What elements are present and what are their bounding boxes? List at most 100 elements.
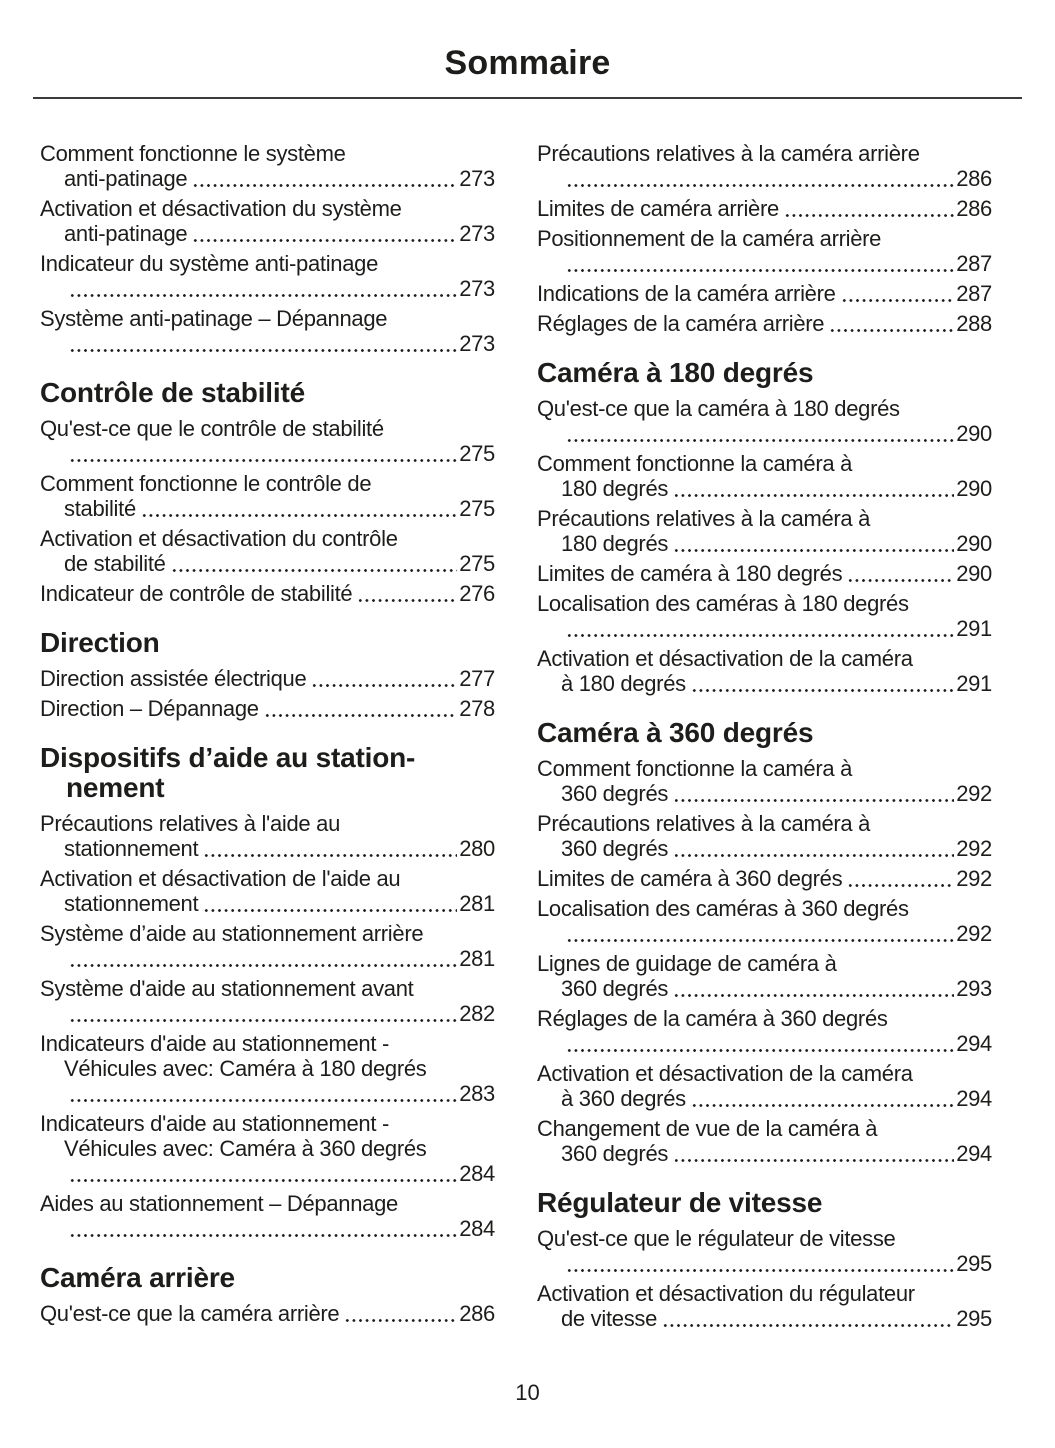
- entry-line: Limites de caméra à 360 degrés 292: [537, 866, 992, 891]
- toc-entry[interactable]: Comment fonctionne la caméra à 180 degrés…: [537, 451, 992, 501]
- toc-section: Caméra à 180 degrés Qu'est-ce que la camé…: [537, 358, 992, 696]
- toc-entry[interactable]: Localisation des caméras à 360 degrés 292: [537, 896, 992, 946]
- toc-section: Comment fonctionne le système anti-patina…: [40, 141, 495, 356]
- dot-leader: [847, 577, 955, 586]
- toc-entry[interactable]: Activation et désactivation du régulateu…: [537, 1281, 992, 1331]
- toc-entry[interactable]: Positionnement de la caméra arrière 287: [537, 226, 992, 276]
- toc-entry[interactable]: Activation et désactivation de la caméra…: [537, 646, 992, 696]
- entry-text: Réglages de la caméra arrière: [537, 311, 825, 336]
- toc-entry[interactable]: Limites de caméra arrière 286: [537, 196, 992, 221]
- toc-entry[interactable]: Indicateurs d'aide au stationnement - Véh…: [40, 1111, 495, 1186]
- title-divider: [33, 97, 1022, 99]
- entry-line: anti-patinage 273: [40, 221, 495, 246]
- toc-entry[interactable]: Précautions relatives à la caméra à 180 d…: [537, 506, 992, 556]
- dot-leader: [847, 882, 955, 891]
- toc-entry[interactable]: Qu'est-ce que le régulateur de vitesse 29…: [537, 1226, 992, 1276]
- toc-entry[interactable]: Activation et désactivation de la caméra…: [537, 1061, 992, 1111]
- entry-line: 273: [40, 331, 495, 356]
- toc-entry[interactable]: Précautions relatives à la caméra à 360 d…: [537, 811, 992, 861]
- entry-line: Indicateurs d'aide au stationnement -: [40, 1111, 495, 1136]
- entry-page-number: 291: [956, 671, 992, 696]
- toc-entry[interactable]: Comment fonctionne le contrôle de stabili…: [40, 471, 495, 521]
- entry-text: Activation et désactivation de la caméra: [537, 1061, 913, 1086]
- toc-entry[interactable]: Indications de la caméra arrière 287: [537, 281, 992, 306]
- toc-entry[interactable]: Direction – Dépannage 278: [40, 696, 495, 721]
- entry-page-number: 295: [956, 1306, 992, 1331]
- entry-line: Activation et désactivation de la caméra: [537, 1061, 992, 1086]
- entry-line: Limites de caméra arrière 286: [537, 196, 992, 221]
- toc-entry[interactable]: Indicateurs d'aide au stationnement - Véh…: [40, 1031, 495, 1106]
- toc-entry[interactable]: Changement de vue de la caméra à 360 degr…: [537, 1116, 992, 1166]
- entry-page-number: 292: [956, 781, 992, 806]
- entry-line: 275: [40, 441, 495, 466]
- toc-entry[interactable]: Qu'est-ce que le contrôle de stabilité 27…: [40, 416, 495, 466]
- entry-text: Indicateur de contrôle de stabilité: [40, 581, 353, 606]
- entry-line: Comment fonctionne la caméra à: [537, 756, 992, 781]
- toc-entry[interactable]: Limites de caméra à 180 degrés 290: [537, 561, 992, 586]
- page-title: Sommaire: [444, 44, 611, 82]
- entry-text: à 180 degrés: [561, 671, 686, 696]
- entry-line: Qu'est-ce que la caméra arrière 286: [40, 1301, 495, 1326]
- toc-entry[interactable]: Activation et désactivation du système an…: [40, 196, 495, 246]
- entry-line: stabilité 275: [40, 496, 495, 521]
- toc-entry[interactable]: Qu'est-ce que la caméra à 180 degrés 290: [537, 396, 992, 446]
- entry-line: de stabilité 275: [40, 551, 495, 576]
- entry-page-number: 284: [459, 1216, 495, 1241]
- dot-leader: [566, 267, 955, 276]
- entry-page-number: 273: [459, 331, 495, 356]
- toc-entry[interactable]: Système d'aide au stationnement avant 282: [40, 976, 495, 1026]
- toc-entry[interactable]: Système d’aide au stationnement arrière 2…: [40, 921, 495, 971]
- toc-entry[interactable]: Comment fonctionne le système anti-patina…: [40, 141, 495, 191]
- dot-leader: [263, 712, 458, 721]
- toc-column-right: Précautions relatives à la caméra arrièr…: [537, 141, 992, 1336]
- entry-line: Précautions relatives à l'aide au: [40, 811, 495, 836]
- toc-entry[interactable]: Qu'est-ce que la caméra arrière 286: [40, 1301, 495, 1326]
- dot-leader: [673, 992, 955, 1001]
- toc-entry[interactable]: Réglages de la caméra à 360 degrés 294: [537, 1006, 992, 1056]
- entry-line: Localisation des caméras à 360 degrés: [537, 896, 992, 921]
- entry-text: Comment fonctionne le contrôle de: [40, 471, 372, 496]
- toc-entry[interactable]: Localisation des caméras à 180 degrés 291: [537, 591, 992, 641]
- entry-text: Véhicules avec: Caméra à 180 degrés: [64, 1056, 427, 1081]
- entry-line: anti-patinage 273: [40, 166, 495, 191]
- toc-entry[interactable]: Précautions relatives à la caméra arrièr…: [537, 141, 992, 191]
- toc-entry[interactable]: Limites de caméra à 360 degrés 292: [537, 866, 992, 891]
- entry-page-number: 290: [956, 476, 992, 501]
- section-heading: Régulateur de vitesse: [537, 1188, 992, 1218]
- entry-text: Qu'est-ce que le contrôle de stabilité: [40, 416, 384, 441]
- toc-entry[interactable]: Lignes de guidage de caméra à 360 degrés 2…: [537, 951, 992, 1001]
- entry-text: de vitesse: [561, 1306, 658, 1331]
- entry-line: Activation et désactivation de la caméra: [537, 646, 992, 671]
- toc-entry[interactable]: Réglages de la caméra arrière 288: [537, 311, 992, 336]
- toc-entry[interactable]: Précautions relatives à l'aide au station…: [40, 811, 495, 861]
- entry-line: Précautions relatives à la caméra arrièr…: [537, 141, 992, 166]
- entry-line: Qu'est-ce que le régulateur de vitesse: [537, 1226, 992, 1251]
- entry-page-number: 281: [459, 891, 495, 916]
- entry-text: Limites de caméra arrière: [537, 196, 779, 221]
- entry-text: Activation et désactivation du régulateu…: [537, 1281, 915, 1306]
- section-heading-line: Caméra à 360 degrés: [537, 717, 814, 748]
- toc-entry[interactable]: Activation et désactivation du contrôle d…: [40, 526, 495, 576]
- entry-text: Comment fonctionne le système: [40, 141, 346, 166]
- entry-text: stabilité: [64, 496, 136, 521]
- toc-entry[interactable]: Indicateur du système anti-patinage 273: [40, 251, 495, 301]
- toc-section: Caméra à 360 degrés Comment fonctionne la…: [537, 718, 992, 1166]
- entry-page-number: 294: [956, 1086, 992, 1111]
- entry-text: Indicateur du système anti-patinage: [40, 251, 379, 276]
- toc-entry[interactable]: Aides au stationnement – Dépannage 284: [40, 1191, 495, 1241]
- toc-entry[interactable]: Activation et désactivation de l'aide au…: [40, 866, 495, 916]
- dot-leader: [566, 182, 955, 191]
- section-heading: Caméra à 360 degrés: [537, 718, 992, 748]
- entry-page-number: 273: [459, 276, 495, 301]
- dot-leader: [69, 347, 458, 356]
- entry-text: Indicateurs d'aide au stationnement -: [40, 1111, 389, 1136]
- toc-entry[interactable]: Direction assistée électrique 277: [40, 666, 495, 691]
- entry-page-number: 282: [459, 1001, 495, 1026]
- entry-page-number: 275: [459, 441, 495, 466]
- toc-entry[interactable]: Indicateur de contrôle de stabilité 276: [40, 581, 495, 606]
- toc-entry[interactable]: Système anti-patinage – Dépannage 273: [40, 306, 495, 356]
- dot-leader: [673, 852, 955, 861]
- toc-entry[interactable]: Comment fonctionne la caméra à 360 degrés…: [537, 756, 992, 806]
- entry-line: Système d'aide au stationnement avant: [40, 976, 495, 1001]
